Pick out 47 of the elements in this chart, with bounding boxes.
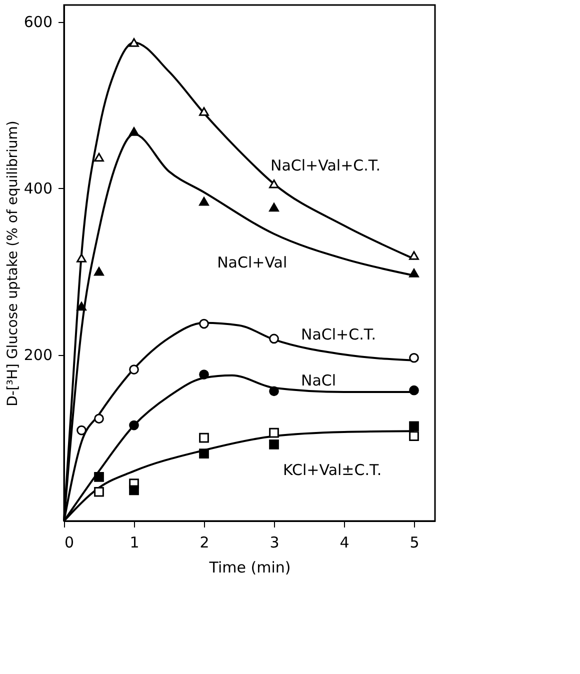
- point: [129, 38, 139, 47]
- annotation: NaCl+C.T.: [301, 326, 376, 344]
- point: [94, 266, 104, 276]
- x-tick-label: 3: [270, 534, 280, 552]
- point: [199, 370, 209, 380]
- point: [76, 254, 86, 262]
- point: [199, 318, 209, 329]
- y-axis-title: D-[³H] Glucose uptake (% of equilibrium): [4, 120, 21, 406]
- point: [129, 420, 139, 430]
- point: [94, 152, 104, 162]
- y-tick-label: 600: [24, 13, 52, 32]
- annotation: NaCl: [301, 371, 336, 390]
- point: [409, 385, 419, 396]
- x-tick-label: 5: [410, 534, 420, 552]
- point: [129, 127, 139, 136]
- point: [199, 197, 209, 206]
- x-axis-title: Time (min): [208, 558, 291, 576]
- point: [76, 302, 86, 311]
- point: [409, 431, 419, 442]
- x-tick-label: 4: [340, 534, 350, 552]
- point: [94, 414, 104, 424]
- point: [129, 364, 139, 374]
- point: [94, 486, 104, 497]
- point: [409, 251, 419, 260]
- point: [269, 334, 279, 344]
- annotation: NaCl+Val: [217, 254, 288, 272]
- point: [269, 202, 279, 212]
- point: [199, 432, 209, 443]
- point: [269, 428, 279, 438]
- annotation: KCl+Val±C.T.: [283, 460, 382, 479]
- x-tick-label: 2: [200, 534, 210, 552]
- y-tick-label: 200: [24, 346, 52, 364]
- point: [129, 485, 139, 496]
- point: [409, 421, 419, 432]
- point: [199, 448, 209, 459]
- point: [269, 180, 279, 188]
- point: [269, 386, 279, 396]
- point: [409, 268, 419, 278]
- point: [94, 472, 104, 482]
- x-tick-label: 1: [130, 534, 140, 552]
- point: [76, 425, 86, 436]
- point: [199, 107, 209, 116]
- point: [269, 440, 279, 450]
- point: [409, 352, 419, 363]
- x-tick-label: 0: [64, 534, 74, 552]
- annotation: NaCl+Val+C.T.: [270, 156, 381, 174]
- y-tick-label: 400: [24, 180, 52, 198]
